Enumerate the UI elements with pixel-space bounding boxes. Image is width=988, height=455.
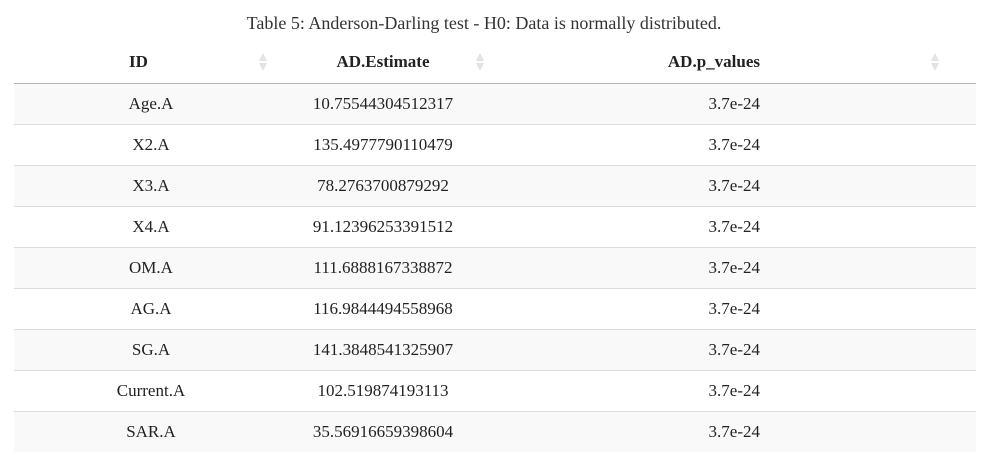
table-body: Age.A 10.75544304512317 3.7e-24 X2.A 135.497… [14,83,976,452]
cell-id-text: X3.A [132,176,170,195]
cell-id-text: Age.A [128,94,174,113]
cell-id: SAR.A [14,411,288,452]
results-table-container: ID AD.Estimate AD.p_values Age.A 10.75544… [14,40,976,452]
table-header: ID AD.Estimate AD.p_values [14,40,976,84]
cell-ad-estimate: 78.2763700879292 [288,165,478,207]
cell-ad-estimate: 91.12396253391512 [288,206,478,248]
table-row: SG.A 141.3848541325907 3.7e-24 [14,329,976,371]
cell-id: SG.A [14,329,288,371]
cell-ad-estimate: 111.6888167338872 [288,247,478,289]
sort-icon[interactable] [259,52,267,71]
cell-id-text: Current.A [116,381,186,400]
cell-ad-estimate: 141.3848541325907 [288,329,478,371]
cell-ad-p-value: 3.7e-24 [478,288,976,330]
cell-id: OM.A [14,247,288,289]
table-row: X4.A 91.12396253391512 3.7e-24 [14,206,976,248]
cell-id: Current.A [14,370,288,412]
cell-id: X4.A [14,206,288,248]
cell-ad-p-value: 3.7e-24 [478,206,976,248]
column-header-label: AD.p_values [667,51,760,71]
cell-id-text: SG.A [131,340,171,359]
cell-id: X2.A [14,124,288,166]
header-row: ID AD.Estimate AD.p_values [14,40,976,84]
cell-id-text: X2.A [132,135,170,154]
cell-ad-estimate: 35.56916659398604 [288,411,478,452]
column-header-ad-p-values[interactable]: AD.p_values [478,40,976,84]
cell-ad-estimate: 116.9844494558968 [288,288,478,330]
cell-ad-p-value: 3.7e-24 [478,83,976,125]
cell-id-text: AG.A [130,299,172,318]
table-caption: Table 5: Anderson-Darling test - H0: Dat… [246,13,722,33]
cell-ad-p-value: 3.7e-24 [478,124,976,166]
cell-id-text: OM.A [129,258,173,277]
column-header-ad-estimate[interactable]: AD.Estimate [288,40,484,84]
cell-ad-p-value: 3.7e-24 [478,165,976,207]
table-row: AG.A 116.9844494558968 3.7e-24 [14,288,976,330]
table-row: X2.A 135.4977790110479 3.7e-24 [14,124,976,166]
column-header-id[interactable]: ID [14,40,288,84]
cell-id-text: SAR.A [126,422,176,441]
cell-ad-p-value: 3.7e-24 [478,329,976,371]
cell-ad-estimate: 10.75544304512317 [288,83,478,125]
cell-ad-p-value: 3.7e-24 [478,411,976,452]
column-header-label: ID [129,51,148,71]
anderson-darling-table: ID AD.Estimate AD.p_values Age.A 10.75544… [14,40,976,452]
cell-id: AG.A [14,288,288,330]
cell-id: Age.A [14,83,288,125]
table-row: Current.A 102.519874193113 3.7e-24 [14,370,976,412]
table-row: Age.A 10.75544304512317 3.7e-24 [14,83,976,125]
cell-ad-estimate: 102.519874193113 [288,370,478,412]
table-row: OM.A 111.6888167338872 3.7e-24 [14,247,976,289]
cell-ad-p-value: 3.7e-24 [478,247,976,289]
table-row: X3.A 78.2763700879292 3.7e-24 [14,165,976,207]
table-row: SAR.A 35.56916659398604 3.7e-24 [14,411,976,452]
cell-id-text: X4.A [132,217,170,236]
sort-icon[interactable] [931,52,939,71]
cell-ad-p-value: 3.7e-24 [478,370,976,412]
cell-ad-estimate: 135.4977790110479 [288,124,478,166]
column-header-label: AD.Estimate [336,51,430,71]
cell-id: X3.A [14,165,288,207]
